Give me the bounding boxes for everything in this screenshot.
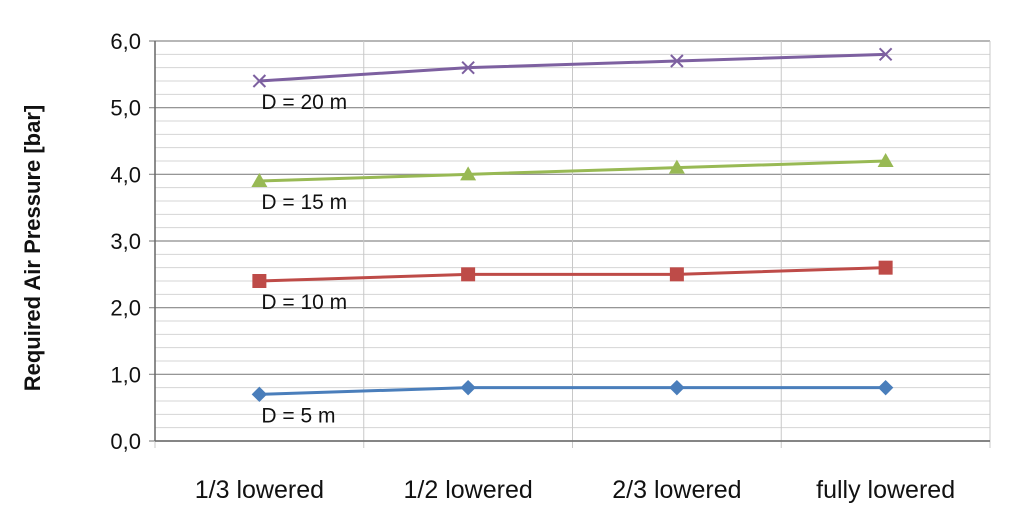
x-tick-labels: 1/3 lowered 1/2 lowered 2/3 lowered fully l… [195,476,955,504]
data-point-square [461,267,476,282]
series-annotations: D = 5 m D = 10 m D = 15 m D = 20 m [261,91,347,427]
y-tick-label: 4,0 [110,162,141,187]
series-label: D = 5 m [261,404,335,427]
data-point-triangle [877,153,894,167]
major-gridlines [149,40,990,442]
series-line [259,52,886,83]
y-tick-label: 6,0 [110,29,141,54]
data-point-square [669,267,684,282]
y-tick-labels: 0,0 1,0 2,0 3,0 4,0 5,0 6,0 [110,29,141,454]
y-tick-label: 2,0 [110,296,141,321]
x-tick-label: 2/3 lowered [612,476,741,504]
data-point-x [670,54,684,68]
y-axis-label: Required Air Pressure [bar] [20,105,45,392]
y-tick-label: 3,0 [110,229,141,254]
x-tick-label: 1/3 lowered [195,476,324,504]
data-point-x [878,47,893,62]
series-line [259,386,886,396]
data-point-square [252,274,267,288]
y-tick-label: 5,0 [110,96,141,121]
series-label: D = 10 m [261,291,347,314]
series-lines [251,47,894,403]
data-point-x-stroke [252,74,267,88]
data-point-x-stroke [670,54,684,68]
data-point-diamond [669,379,685,396]
series-line [259,159,886,183]
x-tick-label: fully lowered [816,476,955,504]
series-line [259,266,886,283]
y-tick-label: 0,0 [110,429,141,454]
series-label: D = 20 m [261,91,347,114]
data-point-triangle [460,166,477,181]
data-point-x [461,60,475,75]
series-label: D = 15 m [261,191,347,214]
x-tick-label: 1/2 lowered [404,476,533,504]
data-point-diamond [460,379,476,396]
data-point-diamond [251,386,268,403]
data-point-x-stroke [461,60,475,75]
data-point-x [252,74,267,88]
data-point-x-stroke [878,47,893,62]
data-point-triangle [668,159,685,174]
y-tick-label: 1,0 [110,362,141,387]
data-point-diamond [877,379,894,396]
data-point-triangle [251,173,268,187]
axes [154,41,990,442]
data-point-square [878,260,893,275]
